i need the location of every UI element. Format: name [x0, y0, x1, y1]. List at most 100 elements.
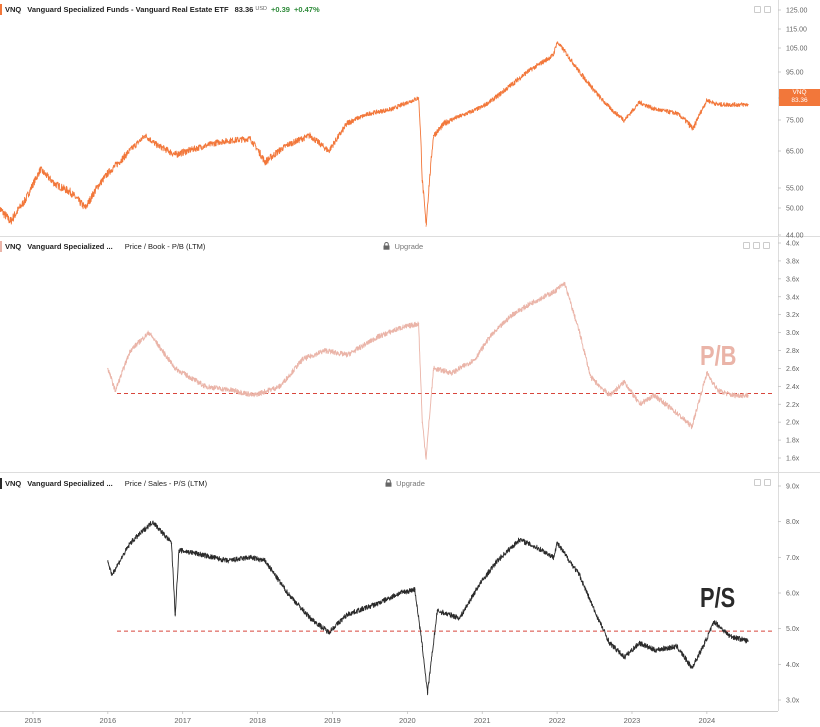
move-down-icon[interactable]	[753, 242, 760, 249]
data-point	[122, 157, 124, 159]
series-line-2	[107, 281, 749, 460]
y-tick-label: 2.6x	[786, 366, 800, 373]
data-point	[95, 187, 98, 189]
data-point	[511, 314, 513, 316]
data-point	[204, 385, 206, 387]
data-point	[706, 372, 708, 374]
data-point	[638, 101, 641, 103]
data-point	[556, 542, 558, 544]
data-point	[425, 225, 427, 227]
panel1-controls	[754, 6, 771, 13]
data-point	[653, 649, 656, 651]
data-point	[552, 54, 554, 56]
data-point	[481, 106, 483, 108]
badge-ticker: VNQ	[792, 89, 807, 96]
fund-name: Vanguard Specialized Funds - Vanguard Re…	[27, 4, 229, 14]
ticker-label: VNQ	[5, 241, 22, 251]
x-tick-label: 2018	[249, 716, 266, 725]
data-point	[653, 394, 656, 396]
data-point	[541, 549, 543, 551]
data-point	[129, 349, 131, 352]
data-point	[197, 553, 199, 555]
expand-icon[interactable]	[763, 242, 770, 249]
data-point	[155, 144, 158, 146]
data-point	[54, 183, 57, 185]
data-point	[590, 376, 592, 378]
series-line-3	[107, 520, 749, 696]
y-tick-label: 7.0x	[786, 555, 800, 562]
data-point	[747, 640, 749, 642]
data-point	[107, 367, 109, 370]
data-point	[432, 367, 435, 370]
data-point	[129, 542, 131, 544]
metric-name: Price / Book - P/B (LTM)	[124, 241, 206, 251]
y-tick-label: 5.0x	[786, 626, 800, 633]
data-point	[638, 403, 641, 405]
data-point	[504, 89, 506, 91]
y-tick-label: 3.0x	[786, 698, 800, 705]
x-tick-label: 2016	[99, 716, 116, 725]
y-tick-label: 2.8x	[786, 348, 800, 355]
panel2-controls	[743, 242, 770, 249]
y-tick-label: 75.00	[786, 118, 804, 125]
data-point	[623, 656, 626, 658]
expand-icon[interactable]	[764, 479, 771, 486]
data-point	[578, 574, 581, 576]
move-up-icon[interactable]	[754, 479, 761, 486]
data-point	[9, 220, 12, 223]
x-tick-label: 2024	[699, 716, 716, 725]
upgrade-link[interactable]: Upgrade	[385, 479, 425, 488]
data-point	[717, 390, 719, 392]
data-point	[39, 168, 42, 171]
data-point	[578, 331, 581, 334]
data-point	[324, 349, 326, 352]
y-tick-label: 4.0x	[786, 662, 800, 669]
y-tick-label: 3.6x	[786, 276, 800, 283]
data-point	[578, 71, 581, 73]
data-point	[638, 642, 641, 644]
upgrade-link[interactable]: Upgrade	[383, 242, 423, 251]
data-point	[426, 692, 429, 694]
x-tick-label: 2017	[174, 716, 191, 725]
data-point	[399, 592, 401, 594]
data-point	[421, 421, 423, 423]
y-tick-label: 2.2x	[786, 402, 800, 409]
data-point	[406, 101, 408, 103]
data-point	[552, 291, 554, 293]
badge-price: 83.36	[791, 97, 808, 104]
x-tick-label: 2021	[474, 716, 491, 725]
y-tick-label: 95.00	[786, 70, 804, 77]
last-price-badge: VNQ 83.36	[779, 89, 820, 106]
y-tick-label: 44.00	[786, 233, 804, 240]
data-point	[174, 613, 176, 616]
data-point	[399, 327, 401, 329]
data-point	[417, 97, 420, 99]
data-point	[376, 336, 378, 338]
data-point	[692, 128, 694, 130]
data-point	[612, 110, 614, 112]
data-point	[653, 108, 656, 110]
data-point	[728, 635, 730, 637]
data-point	[421, 180, 423, 182]
data-point	[69, 191, 71, 193]
x-tick-label: 2015	[25, 716, 42, 725]
data-point	[608, 394, 611, 396]
data-point	[747, 104, 749, 106]
y-tick-label: 2.4x	[786, 384, 800, 391]
panel3-controls	[754, 479, 771, 486]
y-tick-label: 6.0x	[786, 591, 800, 598]
data-point	[417, 323, 420, 325]
data-point	[593, 610, 596, 612]
data-point	[369, 112, 371, 114]
data-point	[496, 560, 498, 562]
data-point	[170, 542, 173, 544]
y-tick-label: 50.00	[786, 206, 804, 213]
fund-name: Vanguard Specialized ...	[27, 241, 113, 251]
expand-icon[interactable]	[764, 6, 771, 13]
collapse-icon[interactable]	[754, 6, 761, 13]
data-point	[563, 282, 566, 284]
data-point	[376, 603, 378, 605]
y-tick-label: 105.00	[786, 46, 808, 53]
move-up-icon[interactable]	[743, 242, 750, 249]
